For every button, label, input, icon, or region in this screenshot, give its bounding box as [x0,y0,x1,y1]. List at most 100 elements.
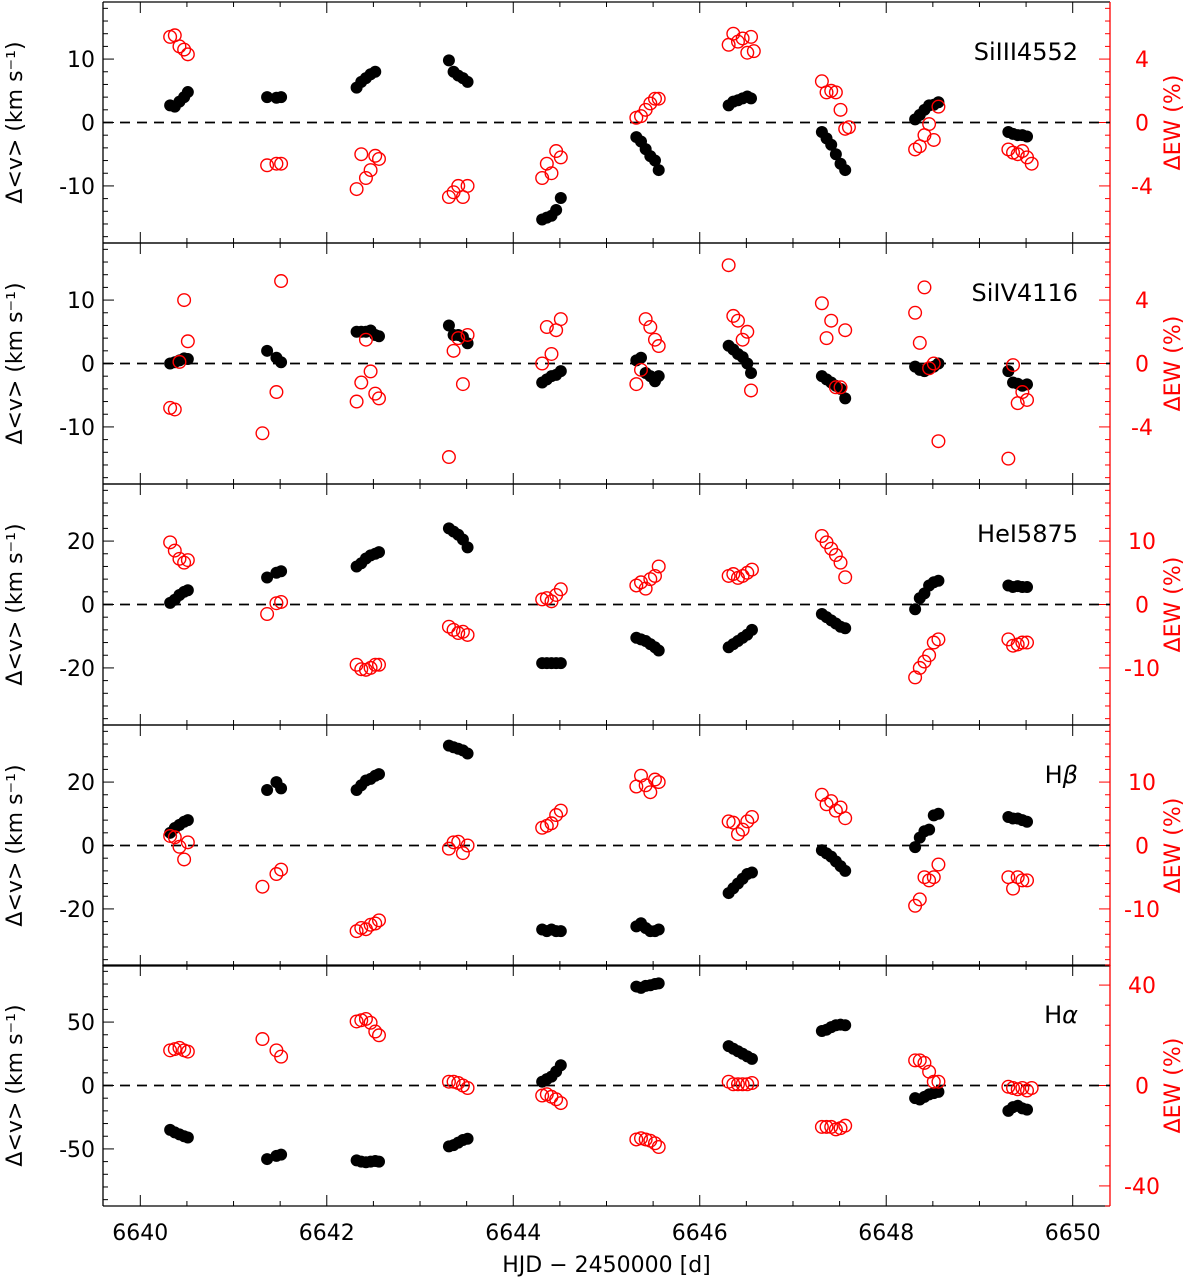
ew-data-point [460,838,475,853]
ew-data-point [721,258,736,273]
rv-data-point [181,584,194,597]
ew-data-point [274,156,289,171]
rv-data-point [261,1153,274,1166]
ew-data-point [455,846,470,861]
rv-data-point [932,807,945,820]
ew-data-point [926,132,941,147]
ew-data-point [638,312,653,327]
ew-data-point [349,182,364,197]
ew-data-point [354,375,369,390]
y-right-axis-label: ΔEW (%) [1161,316,1186,412]
rv-data-point [369,65,382,78]
y-left-tick-label: 0 [81,353,95,378]
ew-data-point [735,1077,750,1092]
y-left-tick-label: 0 [81,112,95,137]
panel-label-main: SiIII4552 [974,38,1078,66]
ew-data-point [553,582,568,597]
ew-data-point [730,827,745,842]
rv-data-point [839,1019,852,1032]
rv-data-point [652,164,665,177]
y-right-tick-label: 0 [1135,835,1149,860]
rv-data-point [634,351,647,364]
ew-data-point [371,391,386,406]
panel-label: Hα [1044,1001,1078,1029]
ew-data-point [819,331,834,346]
ew-data-point [931,434,946,449]
ew-data-point [269,156,284,171]
ew-data-point [368,657,383,672]
ew-data-point [358,332,373,347]
y-right-axis-label: ΔEW (%) [1161,557,1186,653]
y-right-tick-label: 40 [1128,974,1156,999]
ew-data-point [824,313,839,328]
y-right-tick-label: -10 [1124,657,1160,682]
ew-data-point [549,808,564,823]
rv-data-point [1002,365,1015,378]
ew-data-point [368,916,383,931]
ew-data-point [544,816,559,831]
rv-data-point [932,574,945,587]
y-right-tick-label: 10 [1128,530,1156,555]
ew-data-point [172,354,187,369]
ew-data-point [1024,156,1039,171]
rv-data-point [554,657,567,670]
ew-data-point [371,657,386,672]
rv-data-point [461,1132,474,1145]
ew-data-point [651,1140,666,1155]
panel-label: SiIV4116 [972,279,1078,307]
ew-data-point [358,170,373,185]
y-right-tick-label: 0 [1135,112,1149,137]
ew-data-point [643,320,658,335]
ew-data-point [544,166,559,181]
y-right-tick-label: 4 [1135,289,1149,314]
rv-data-point [1021,130,1034,143]
ew-data-point [553,150,568,165]
rv-data-point [839,164,852,177]
ew-data-point [180,1044,195,1059]
ew-data-point [647,772,662,787]
ew-data-point [917,280,932,295]
ew-data-point [274,862,289,877]
ew-data-point [172,551,187,566]
ew-data-point [922,648,937,663]
ew-data-point [819,1119,834,1134]
ew-data-point [922,361,937,376]
y-left-axis-label: Δ<v> (km s⁻¹) [3,282,28,444]
ew-data-point [730,1077,745,1092]
rv-data-point [261,91,274,104]
rv-data-point [461,75,474,88]
y-right-axis-label: ΔEW (%) [1161,75,1186,171]
ew-data-point [1020,873,1035,888]
ew-data-point [441,450,456,465]
ew-data-point [838,570,853,585]
x-tick-label: 6646 [672,1221,728,1246]
ew-data-point [828,380,843,395]
ew-data-point [446,835,461,850]
x-axis-label: HJD − 2450000 [d] [502,1253,711,1278]
ew-data-point [274,594,289,609]
ew-data-point [358,1011,373,1026]
y-right-tick-label: 10 [1128,771,1156,796]
rv-data-point [550,204,563,217]
rv-data-point [834,382,847,395]
rv-data-point [554,191,567,204]
ew-data-point [740,324,755,339]
ew-data-point [368,1024,383,1039]
ew-data-point [735,332,750,347]
rv-data-point [261,571,274,584]
rv-data-point [554,365,567,378]
rv-data-point [261,784,274,797]
y-left-axis-label: Δ<v> (km s⁻¹) [3,764,28,926]
ew-data-point [828,548,843,563]
rv-data-point [372,1155,385,1168]
ew-data-point [651,775,666,790]
ew-data-point [371,151,386,166]
y-right-tick-label: 0 [1135,1075,1149,1100]
rv-data-point [1021,815,1034,828]
ew-data-point [539,320,554,335]
rv-data-point [745,367,758,380]
ew-data-point [833,555,848,570]
ew-data-point [744,29,759,44]
ew-data-point [371,913,386,928]
rv-data-point [442,54,455,67]
